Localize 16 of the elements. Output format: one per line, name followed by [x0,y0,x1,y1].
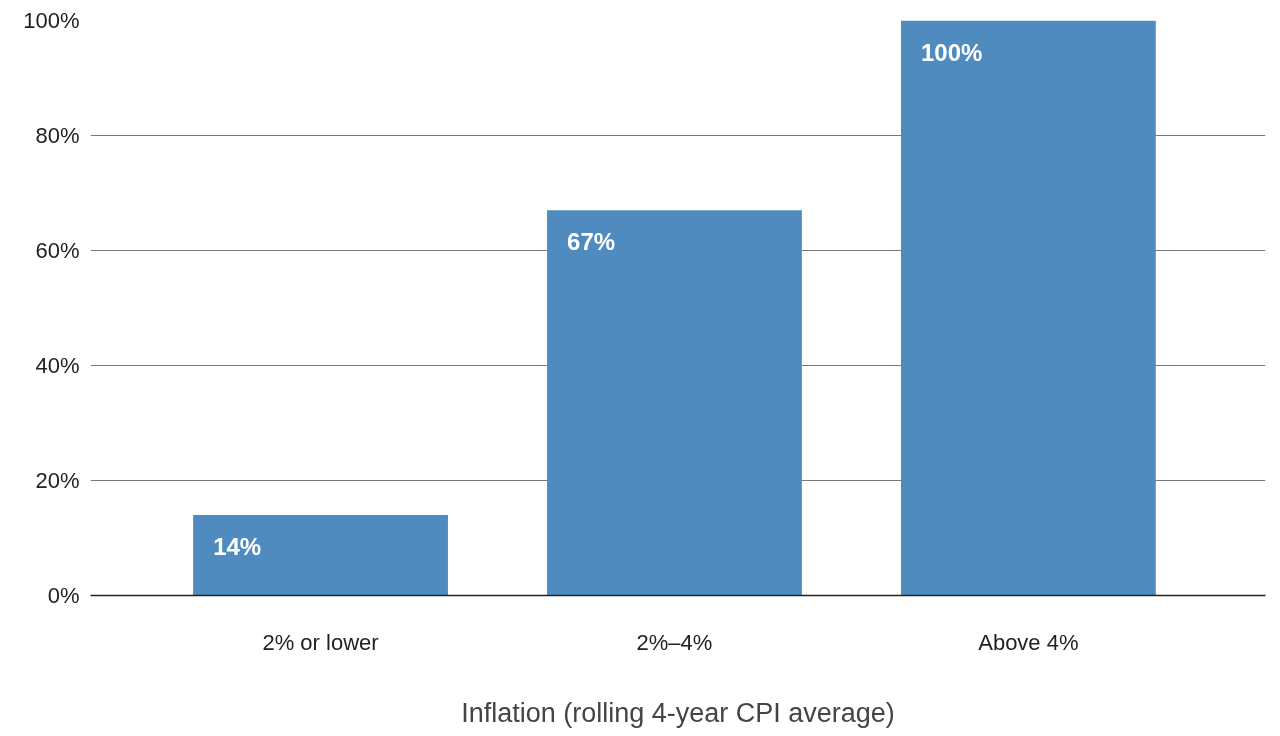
bar [193,515,448,596]
y-tick-label: 100% [23,8,80,33]
y-tick-label: 60% [35,238,80,263]
data-label: 67% [567,228,616,256]
x-tick-label: Above 4% [978,629,1079,655]
bar [547,210,802,596]
y-tick-label: 0% [47,583,80,608]
x-axis-title: Inflation (rolling 4-year CPI average) [461,697,895,728]
y-tick-label: 40% [35,353,80,378]
data-label: 100% [920,38,983,66]
bar [900,20,1156,596]
y-tick-label: 20% [35,468,80,493]
data-label: 14% [213,533,262,560]
y-tick-label: 80% [35,123,80,148]
x-tick-label: 2% or lower [262,629,379,655]
x-tick-label: 2%–4% [636,629,713,655]
